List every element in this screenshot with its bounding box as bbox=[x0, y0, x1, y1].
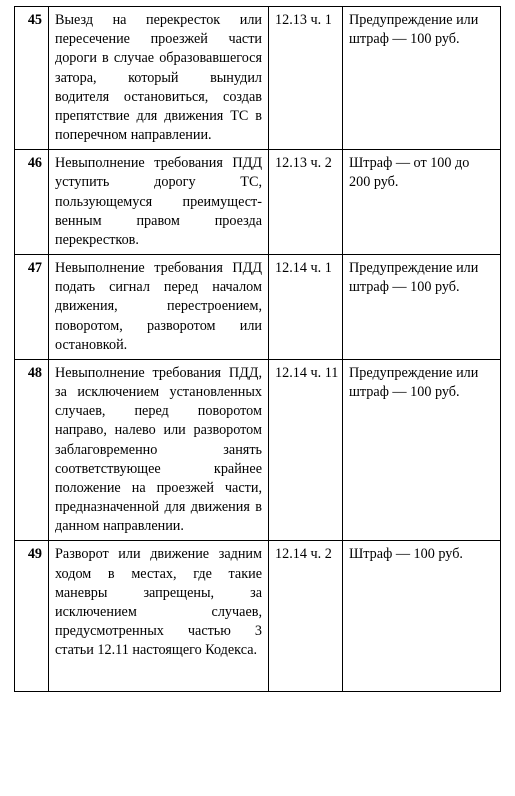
violations-table: 45 Выезд на перекресток или пересечение … bbox=[14, 6, 501, 692]
row-penalty: Предупреждение или штраф — 100 руб. bbox=[343, 255, 501, 360]
row-article: 12.14 ч. 11 bbox=[269, 359, 343, 541]
row-desc: Разворот или движение за­дним ходом в ме… bbox=[49, 541, 269, 691]
row-penalty: Штраф — 100 руб. bbox=[343, 541, 501, 691]
row-num: 47 bbox=[15, 255, 49, 360]
row-desc: Невыполнение требования ПДД подать сигна… bbox=[49, 255, 269, 360]
row-desc: Невыполнение требования ПДД уступить дор… bbox=[49, 150, 269, 255]
table-row: 47 Невыполнение требования ПДД подать си… bbox=[15, 255, 501, 360]
table-row: 46 Невыполнение требования ПДД уступить … bbox=[15, 150, 501, 255]
row-num: 45 bbox=[15, 7, 49, 150]
row-num: 46 bbox=[15, 150, 49, 255]
row-penalty: Предупреждение или штраф — 100 руб. bbox=[343, 7, 501, 150]
row-penalty: Штраф — от 100 до 200 руб. bbox=[343, 150, 501, 255]
table-row: 45 Выезд на перекресток или пересечение … bbox=[15, 7, 501, 150]
row-num: 48 bbox=[15, 359, 49, 541]
row-article: 12.14 ч. 2 bbox=[269, 541, 343, 691]
page: 45 Выезд на перекресток или пересечение … bbox=[0, 0, 515, 796]
row-penalty: Предупреждение или штраф — 100 руб. bbox=[343, 359, 501, 541]
row-desc: Выезд на перекресток или пересечение про… bbox=[49, 7, 269, 150]
row-article: 12.13 ч. 2 bbox=[269, 150, 343, 255]
row-article: 12.13 ч. 1 bbox=[269, 7, 343, 150]
row-desc: Невыполнение требования ПДД, за исключен… bbox=[49, 359, 269, 541]
row-num: 49 bbox=[15, 541, 49, 691]
row-article: 12.14 ч. 1 bbox=[269, 255, 343, 360]
table-row: 48 Невыполнение требования ПДД, за исклю… bbox=[15, 359, 501, 541]
table-row: 49 Разворот или движение за­дним ходом в… bbox=[15, 541, 501, 691]
violations-tbody: 45 Выезд на перекресток или пересечение … bbox=[15, 7, 501, 692]
